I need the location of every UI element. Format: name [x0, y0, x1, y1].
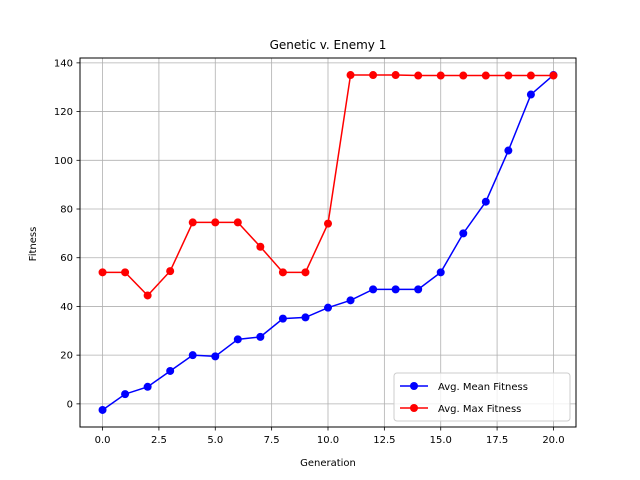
data-point: [324, 219, 332, 228]
x-tick-label: 2.5: [151, 435, 167, 446]
data-point: [278, 314, 287, 323]
data-point: [369, 285, 378, 294]
data-point: [166, 366, 175, 375]
data-point: [504, 146, 513, 155]
data-point: [459, 229, 468, 238]
series-max-fitness: [98, 71, 558, 300]
data-point: [526, 71, 535, 80]
data-point: [391, 285, 400, 294]
x-tick-label: 7.5: [264, 435, 280, 446]
y-tick-label: 0: [67, 399, 73, 410]
data-point: [526, 90, 535, 99]
legend-box: [393, 372, 571, 422]
x-tick-label: 20.0: [542, 435, 564, 446]
x-tick-label: 15.0: [430, 435, 452, 446]
legend-label: Avg. Mean Fitness: [438, 382, 528, 393]
y-tick-label: 20: [60, 351, 73, 362]
data-point: [211, 218, 220, 227]
data-point: [256, 332, 265, 341]
legend-marker: [410, 404, 418, 412]
data-point: [301, 268, 310, 277]
data-point: [301, 313, 310, 322]
data-point: [481, 197, 490, 206]
series-mean-fitness: [98, 71, 558, 414]
data-point: [121, 390, 130, 399]
legend-label: Avg. Max Fitness: [438, 404, 521, 415]
y-tick-label: 60: [60, 253, 73, 264]
data-point: [233, 218, 242, 227]
data-point: [346, 296, 355, 305]
legend-marker: [410, 382, 418, 390]
y-tick-label: 140: [54, 58, 73, 69]
x-tick-label: 10.0: [317, 435, 339, 446]
data-point: [121, 268, 130, 277]
y-tick-label: 80: [60, 205, 73, 216]
data-point: [391, 71, 400, 80]
data-point: [98, 405, 107, 414]
x-axis-title: Generation: [300, 458, 356, 469]
x-tick-label: 17.5: [486, 435, 508, 446]
data-point: [143, 291, 152, 300]
data-point: [481, 71, 490, 80]
data-point: [369, 71, 378, 80]
data-point: [278, 268, 287, 277]
data-point: [414, 285, 423, 294]
series-layer: [98, 71, 558, 414]
data-point: [143, 382, 152, 391]
x-tick-label: 0.0: [95, 435, 111, 446]
data-point: [346, 71, 355, 80]
data-point: [414, 71, 423, 80]
chart-title: Genetic v. Enemy 1: [270, 38, 387, 52]
ticks: 0.0 2.5 5.0 7.5 10.0 12.5 15.0 17.5 20.0 0 20 40 60 8…: [54, 58, 565, 446]
data-point: [256, 242, 265, 251]
y-tick-label: 40: [60, 302, 73, 313]
x-tick-label: 5.0: [207, 435, 223, 446]
legend: Avg. Mean Fitness Avg. Max Fitness: [393, 372, 571, 422]
data-point: [188, 218, 197, 227]
x-tick-label: 12.5: [373, 435, 395, 446]
data-point: [549, 71, 558, 80]
data-point: [233, 335, 242, 344]
grid: [80, 58, 576, 427]
data-point: [436, 268, 445, 277]
data-point: [436, 71, 445, 80]
data-point: [324, 303, 332, 312]
data-point: [188, 351, 197, 360]
y-tick-label: 100: [54, 156, 73, 167]
data-point: [504, 71, 513, 80]
data-point: [459, 71, 468, 80]
data-point: [211, 352, 220, 361]
data-point: [98, 268, 107, 277]
y-tick-label: 120: [54, 107, 73, 118]
data-point: [166, 267, 175, 276]
y-axis-title: Fitness: [28, 227, 39, 262]
